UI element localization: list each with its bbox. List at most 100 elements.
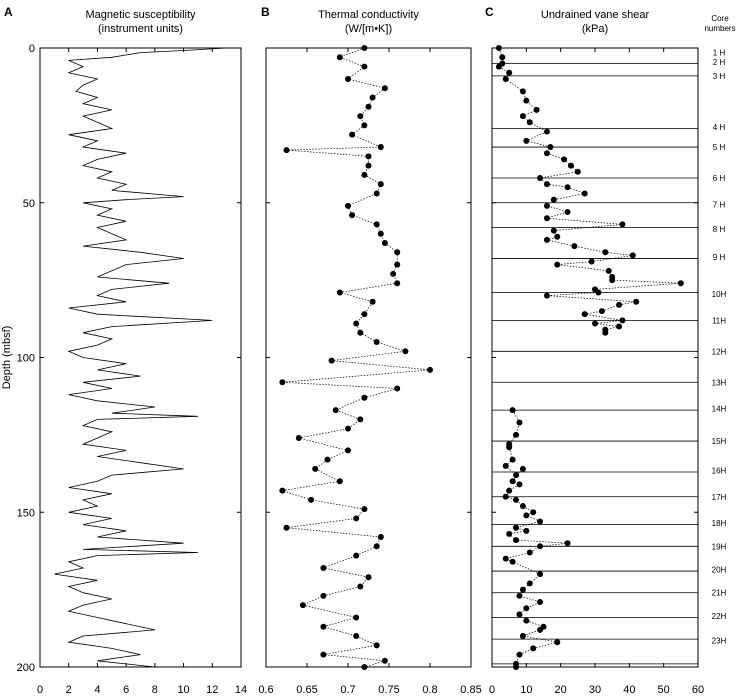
data-point <box>365 162 372 169</box>
data-point <box>602 249 609 256</box>
data-point <box>506 69 513 76</box>
data-point <box>543 292 550 299</box>
data-point <box>349 131 356 138</box>
core-label: 20H <box>712 566 727 575</box>
core-label: 8 H <box>713 225 726 234</box>
data-point <box>320 651 327 658</box>
y-tick-label: 100 <box>17 353 35 365</box>
y-axis-label: Depth (mbsf) <box>1 326 13 390</box>
x-tick-label: 4 <box>94 684 100 696</box>
x-tick-label: 8 <box>152 684 158 696</box>
data-point <box>312 465 319 472</box>
data-point <box>543 181 550 188</box>
data-point <box>345 202 351 209</box>
data-point <box>509 558 516 565</box>
data-point <box>519 113 526 120</box>
x-tick-label: 0 <box>489 684 495 696</box>
data-point <box>526 549 533 556</box>
data-point <box>516 481 523 488</box>
data-point <box>554 261 561 268</box>
panel-a-subtitle: (instrument units) <box>98 23 183 35</box>
y-tick-label: 50 <box>23 198 35 210</box>
data-point <box>509 478 516 485</box>
connector-line <box>282 47 431 668</box>
data-point <box>516 419 523 426</box>
data-point <box>564 209 571 216</box>
data-point <box>523 137 530 144</box>
panel-a-frame <box>39 47 242 668</box>
data-point <box>357 329 364 336</box>
panel-c-frame <box>491 47 699 668</box>
data-point <box>345 447 351 454</box>
data-point <box>523 512 530 519</box>
data-point <box>581 311 588 318</box>
data-point <box>320 623 327 630</box>
data-point <box>554 639 561 646</box>
x-tick-label: 10 <box>177 684 189 696</box>
core-label: 6 H <box>713 174 726 183</box>
data-point <box>283 147 290 154</box>
data-point <box>353 552 360 559</box>
core-label: 3 H <box>713 72 726 81</box>
data-point <box>369 94 376 101</box>
core-label: 13H <box>712 378 727 387</box>
data-point <box>361 506 368 513</box>
data-point <box>519 586 526 593</box>
x-tick-label: 20 <box>555 684 567 696</box>
data-point <box>332 407 339 414</box>
data-point <box>502 75 509 82</box>
data-point <box>377 230 384 237</box>
data-point <box>543 128 550 135</box>
data-point <box>336 289 343 296</box>
data-point <box>537 571 544 578</box>
data-point <box>390 270 397 277</box>
data-point <box>516 592 523 599</box>
data-point <box>543 215 550 222</box>
data-point <box>377 144 384 151</box>
data-point <box>602 329 609 336</box>
data-point <box>537 599 544 606</box>
data-point <box>357 113 364 120</box>
data-point <box>394 261 401 268</box>
data-point <box>530 509 537 516</box>
core-header-line1: Core <box>711 14 729 23</box>
data-point <box>349 212 356 219</box>
y-tick-label: 200 <box>17 662 35 674</box>
x-tick-label: 30 <box>589 684 601 696</box>
data-point <box>595 289 602 296</box>
data-point <box>513 537 520 544</box>
data-point <box>381 85 388 92</box>
data-point <box>381 657 388 664</box>
data-point <box>361 394 368 401</box>
panel-b-frame <box>265 47 472 668</box>
data-point <box>523 527 530 534</box>
core-label: 15H <box>712 437 727 446</box>
data-point <box>365 153 372 160</box>
data-point <box>516 651 523 658</box>
core-label: 10H <box>712 290 727 299</box>
core-label: 5 H <box>713 143 726 152</box>
data-point <box>506 487 513 494</box>
data-point <box>523 97 530 104</box>
x-tick-label: 0.85 <box>460 684 481 696</box>
data-point <box>619 317 626 324</box>
data-point <box>345 75 351 82</box>
data-point <box>550 196 557 203</box>
data-point <box>361 171 368 178</box>
panel-b-title: Thermal conductivity <box>318 9 419 21</box>
data-point <box>537 518 544 525</box>
core-label: 18H <box>712 519 727 528</box>
data-point <box>561 156 568 163</box>
data-point <box>564 540 571 547</box>
core-label: 1 H <box>713 49 726 58</box>
data-point <box>365 103 372 110</box>
data-point <box>361 63 368 70</box>
data-point <box>283 524 290 531</box>
y-tick-label: 0 <box>29 43 35 55</box>
data-point <box>574 168 581 175</box>
x-tick-label: 0.75 <box>378 684 399 696</box>
data-point <box>324 456 331 463</box>
core-label: 11H <box>712 316 726 325</box>
data-point <box>336 54 343 61</box>
core-label: 17H <box>712 493 727 502</box>
